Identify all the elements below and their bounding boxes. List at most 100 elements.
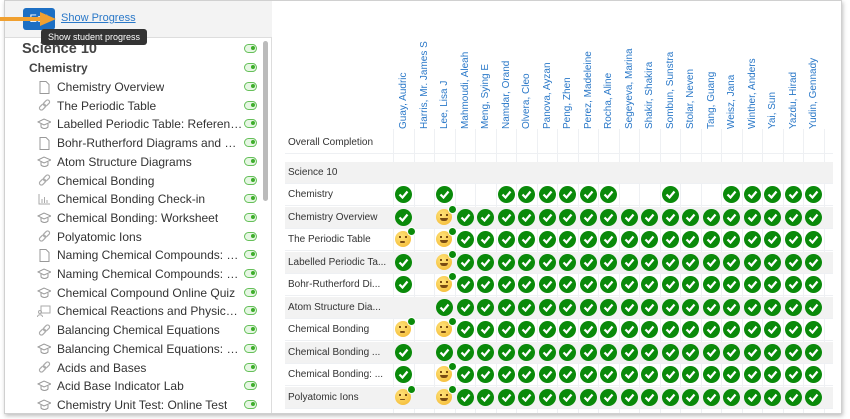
- visibility-toggle[interactable]: [244, 325, 257, 335]
- complete-check-icon[interactable]: [518, 343, 536, 362]
- student-column-header[interactable]: Shakir, Shakira: [644, 61, 655, 129]
- complete-check-icon[interactable]: [702, 343, 721, 362]
- student-column-header[interactable]: Peng, Zhen: [562, 77, 573, 129]
- complete-check-icon[interactable]: [682, 208, 700, 227]
- student-column-header[interactable]: Perez, Madeleine: [582, 51, 594, 129]
- complete-check-icon[interactable]: [805, 321, 823, 339]
- visibility-toggle[interactable]: [244, 250, 257, 260]
- sidebar-item[interactable]: Chemical Bonding Check-in: [37, 190, 295, 208]
- sidebar-item[interactable]: Balancing Chemical Equations: Wor...: [37, 340, 295, 358]
- complete-check-icon[interactable]: [600, 366, 618, 384]
- complete-check-icon[interactable]: [456, 343, 475, 362]
- complete-check-icon[interactable]: [600, 343, 618, 362]
- complete-check-icon[interactable]: [743, 388, 762, 407]
- complete-check-icon[interactable]: [395, 186, 413, 204]
- visibility-toggle[interactable]: [244, 138, 257, 148]
- complete-check-icon[interactable]: [436, 186, 454, 204]
- complete-check-icon[interactable]: [805, 298, 823, 317]
- complete-check-icon[interactable]: [661, 366, 680, 384]
- grin-emoji-icon[interactable]: [436, 384, 457, 407]
- complete-check-icon[interactable]: [784, 343, 803, 362]
- sidebar-scrollbar[interactable]: [263, 41, 268, 201]
- complete-check-icon[interactable]: [764, 366, 782, 384]
- complete-check-icon[interactable]: [723, 253, 741, 272]
- complete-check-icon[interactable]: [805, 388, 823, 407]
- complete-check-icon[interactable]: [682, 388, 700, 407]
- complete-check-icon[interactable]: [538, 231, 557, 249]
- complete-check-icon[interactable]: [477, 208, 495, 227]
- visibility-toggle[interactable]: [244, 212, 257, 222]
- complete-check-icon[interactable]: [579, 321, 598, 339]
- complete-check-icon[interactable]: [477, 366, 495, 384]
- complete-check-icon[interactable]: [805, 253, 823, 272]
- complete-check-icon[interactable]: [682, 253, 700, 272]
- complete-check-icon[interactable]: [641, 253, 659, 272]
- visibility-toggle[interactable]: [244, 343, 257, 353]
- complete-check-icon[interactable]: [518, 186, 536, 204]
- complete-check-icon[interactable]: [805, 343, 823, 362]
- sidebar-item[interactable]: Naming Chemical Compounds: Wo...: [37, 265, 295, 283]
- complete-check-icon[interactable]: [579, 298, 598, 317]
- visibility-toggle[interactable]: [244, 269, 257, 278]
- complete-check-icon[interactable]: [538, 186, 557, 204]
- complete-check-icon[interactable]: [579, 343, 598, 362]
- complete-check-icon[interactable]: [682, 298, 700, 317]
- complete-check-icon[interactable]: [538, 388, 557, 407]
- student-column-header[interactable]: Rocha, Aline: [603, 72, 614, 129]
- complete-check-icon[interactable]: [538, 276, 557, 294]
- complete-check-icon[interactable]: [723, 366, 741, 384]
- visibility-toggle[interactable]: [244, 287, 257, 297]
- complete-check-icon[interactable]: [456, 298, 475, 317]
- complete-check-icon[interactable]: [395, 366, 413, 384]
- visibility-toggle[interactable]: [244, 362, 257, 372]
- complete-check-icon[interactable]: [497, 253, 516, 272]
- complete-check-icon[interactable]: [723, 321, 741, 339]
- complete-check-icon[interactable]: [743, 321, 762, 339]
- complete-check-icon[interactable]: [477, 343, 495, 362]
- sleepy-emoji-icon[interactable]: [436, 317, 457, 339]
- complete-check-icon[interactable]: [559, 253, 577, 272]
- complete-check-icon[interactable]: [784, 231, 803, 249]
- visibility-toggle[interactable]: [244, 231, 257, 241]
- complete-check-icon[interactable]: [723, 208, 741, 227]
- complete-check-icon[interactable]: [600, 276, 618, 294]
- complete-check-icon[interactable]: [743, 186, 762, 204]
- student-column-header[interactable]: Yazdu, Hirad: [787, 71, 799, 129]
- complete-check-icon[interactable]: [805, 231, 823, 249]
- student-column-header[interactable]: Panova, Ayzan: [541, 62, 553, 129]
- complete-check-icon[interactable]: [456, 276, 475, 294]
- complete-check-icon[interactable]: [600, 253, 618, 272]
- visibility-toggle[interactable]: [244, 63, 257, 72]
- complete-check-icon[interactable]: [784, 186, 803, 204]
- tree-course[interactable]: Science 10: [22, 40, 280, 58]
- student-column-header[interactable]: Yai, Sun: [767, 91, 778, 129]
- student-column-header[interactable]: Yudin, Gennady: [808, 57, 819, 129]
- complete-check-icon[interactable]: [641, 231, 659, 249]
- complete-check-icon[interactable]: [784, 276, 803, 294]
- complete-check-icon[interactable]: [661, 298, 680, 317]
- student-column-header[interactable]: Lee, Lisa J: [439, 80, 450, 129]
- complete-check-icon[interactable]: [661, 276, 680, 294]
- complete-check-icon[interactable]: [477, 253, 495, 272]
- complete-check-icon[interactable]: [764, 388, 782, 407]
- complete-check-icon[interactable]: [723, 388, 741, 407]
- sidebar-item[interactable]: Chemical Bonding: [37, 172, 295, 190]
- complete-check-icon[interactable]: [702, 388, 721, 407]
- complete-check-icon[interactable]: [477, 276, 495, 294]
- complete-check-icon[interactable]: [764, 298, 782, 317]
- sidebar-item[interactable]: Chemical Bonding: Worksheet: [37, 209, 295, 227]
- complete-check-icon[interactable]: [743, 343, 762, 362]
- complete-check-icon[interactable]: [764, 186, 782, 204]
- complete-check-icon[interactable]: [764, 276, 782, 294]
- complete-check-icon[interactable]: [723, 343, 741, 362]
- complete-check-icon[interactable]: [559, 186, 577, 204]
- complete-check-icon[interactable]: [805, 276, 823, 294]
- sidebar-item[interactable]: Chemical Compound Online Quiz: [37, 284, 295, 302]
- complete-check-icon[interactable]: [743, 298, 762, 317]
- complete-check-icon[interactable]: [477, 321, 495, 339]
- complete-check-icon[interactable]: [661, 231, 680, 249]
- complete-check-icon[interactable]: [600, 208, 618, 227]
- complete-check-icon[interactable]: [702, 253, 721, 272]
- student-column-header[interactable]: Weisz, Jana: [726, 74, 737, 129]
- sidebar-item[interactable]: Naming Chemical Compounds: Ref...: [37, 246, 295, 264]
